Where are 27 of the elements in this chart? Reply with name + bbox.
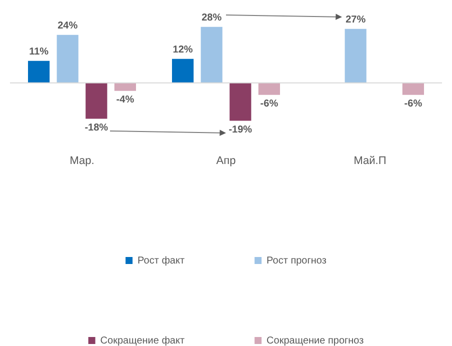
data-label: 27%: [346, 14, 366, 26]
data-label: 28%: [202, 12, 222, 24]
x-tick-label: Апр: [216, 154, 236, 167]
bar: [86, 82, 108, 119]
data-label: -6%: [260, 98, 278, 110]
data-label: -4%: [116, 94, 134, 106]
bar: [28, 60, 50, 83]
data-label: -6%: [404, 98, 422, 110]
data-label: 12%: [172, 44, 193, 56]
legend-label: Рост факт: [138, 255, 185, 266]
data-label: 11%: [29, 46, 49, 58]
data-label: 24%: [58, 20, 78, 32]
bar: [56, 34, 78, 83]
legend-label: Сокращение факт: [100, 335, 185, 346]
bar: [402, 82, 424, 95]
bar: [200, 26, 222, 83]
legend-label: Сокращение прогноз: [266, 335, 364, 346]
bar: [172, 58, 194, 83]
legend-label: Рост прогноз: [266, 255, 327, 266]
x-tick-label: Мар.: [70, 154, 94, 167]
data-label: -18%: [84, 122, 108, 134]
bar: [230, 82, 252, 121]
bar: [258, 82, 280, 95]
x-tick-label: Май.П: [354, 154, 386, 167]
bar: [114, 82, 136, 91]
data-label: -19%: [228, 124, 252, 136]
bar: [344, 28, 366, 83]
